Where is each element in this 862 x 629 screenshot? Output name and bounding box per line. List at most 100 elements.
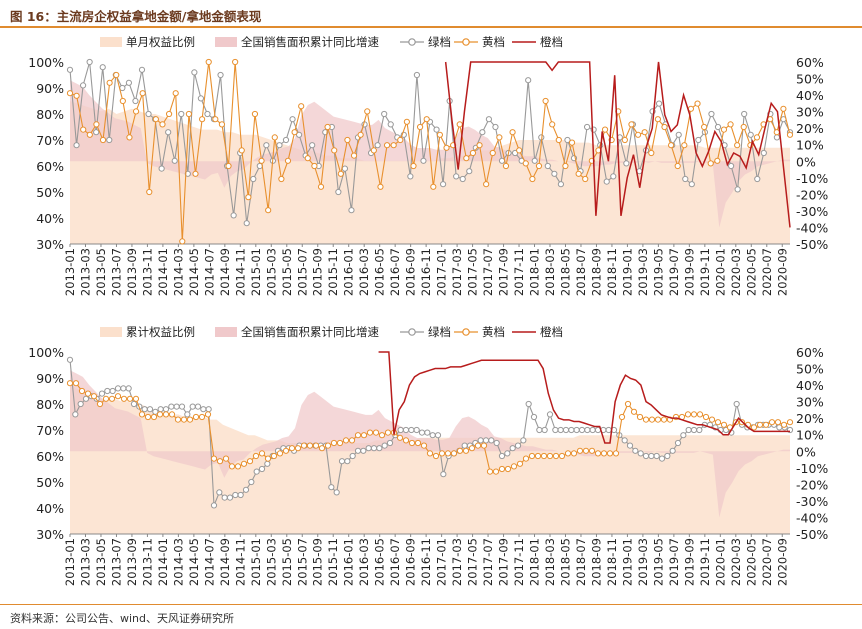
x-tick-label: 2015-09	[311, 248, 325, 296]
point-yellow	[119, 97, 126, 105]
x-tick-label: 2018-03	[543, 248, 557, 296]
y-right-tick-label: -40%	[796, 510, 828, 525]
point-green	[695, 136, 702, 144]
monthly-chart: 单月权益比例 全国销售面积累计同比增速 绿档 黄档 橙档 30% 40% 50% 60% 70% 8…	[0, 32, 862, 310]
point-yellow	[78, 387, 86, 395]
point-yellow	[489, 149, 496, 157]
y-left-tick-label: 90%	[36, 371, 64, 386]
point-yellow	[642, 416, 650, 423]
x-tick-label: 2015-05	[280, 538, 294, 586]
legend-label-1: 单月权益比例	[126, 35, 195, 49]
point-yellow	[258, 157, 265, 164]
point-green	[466, 168, 473, 175]
point-yellow	[516, 147, 523, 154]
x-tick-label: 2015-03	[264, 248, 278, 296]
point-yellow	[753, 134, 761, 141]
x-tick-label: 2019-03	[636, 248, 650, 296]
x-tick-label: 2017-05	[466, 248, 480, 296]
x-tick-label: 2019-07	[667, 538, 681, 586]
point-green	[178, 403, 186, 410]
point-green	[226, 494, 234, 501]
x-tick-label: 2017-01	[435, 538, 449, 586]
point-green	[106, 136, 113, 144]
legend-label-3: 绿档	[428, 325, 451, 339]
x-tick-label: 2020-01	[713, 538, 727, 586]
point-green	[295, 131, 303, 138]
point-yellow	[162, 411, 170, 418]
y-right-tick-label: -40%	[796, 220, 828, 235]
point-green	[402, 426, 410, 434]
point-green	[621, 437, 628, 444]
point-green	[525, 400, 532, 408]
point-yellow	[252, 452, 260, 460]
point-yellow	[238, 147, 245, 154]
point-yellow	[483, 181, 490, 188]
point-yellow	[152, 116, 159, 123]
point-yellow	[641, 129, 648, 136]
point-yellow	[432, 452, 440, 460]
x-tick-label: 2014-01	[156, 248, 170, 296]
point-yellow	[568, 139, 576, 146]
point-green	[685, 426, 692, 434]
point-yellow	[529, 175, 536, 183]
point-yellow	[509, 129, 516, 136]
x-tick-label: 2015-11	[326, 538, 340, 586]
point-yellow	[681, 142, 688, 149]
x-tick-label: 2014-05	[187, 538, 201, 586]
x-tick-label: 2016-03	[357, 538, 371, 586]
point-green	[165, 129, 172, 136]
point-yellow	[456, 447, 464, 454]
point-green	[381, 442, 388, 449]
x-tick-label: 2014-07	[202, 538, 216, 586]
x-tick-label: 2016-09	[404, 248, 418, 296]
x-tick-label: 2013-07	[109, 248, 123, 296]
point-green	[184, 170, 191, 177]
point-yellow	[570, 450, 578, 457]
point-green	[664, 452, 671, 460]
x-tick-label: 2020-01	[713, 248, 727, 296]
monthly-chart-svg: 单月权益比例 全国销售面积累计同比增速 绿档 黄档 橙档30%40%50%60%70%8…	[28, 35, 828, 296]
point-green	[258, 465, 266, 473]
point-green	[248, 478, 255, 486]
point-green	[114, 385, 122, 392]
point-yellow	[558, 452, 566, 460]
point-yellow	[294, 445, 302, 452]
point-green	[551, 170, 558, 177]
point-green	[360, 447, 367, 454]
legend-label-3: 绿档	[428, 35, 451, 49]
point-yellow	[535, 162, 543, 170]
point-yellow	[198, 413, 206, 421]
y-left-tick-label: 50%	[36, 185, 64, 200]
point-green	[230, 212, 237, 219]
point-green	[407, 173, 414, 180]
point-green	[658, 455, 666, 462]
area-equity-ratio	[70, 101, 790, 244]
point-yellow	[416, 123, 424, 131]
point-yellow	[342, 437, 350, 444]
point-green	[120, 385, 127, 392]
point-yellow	[654, 116, 661, 123]
x-tick-label: 2017-07	[481, 538, 495, 586]
x-tick-label: 2020-03	[729, 248, 743, 296]
point-green	[86, 58, 93, 66]
legend-label-5: 橙档	[540, 325, 563, 339]
point-green	[374, 142, 381, 149]
point-yellow	[426, 450, 434, 457]
point-yellow	[618, 413, 626, 421]
point-green	[485, 116, 493, 123]
y-left-tick-label: 40%	[36, 211, 64, 226]
point-green	[66, 356, 74, 363]
point-green	[349, 452, 356, 460]
point-yellow	[486, 468, 494, 475]
point-yellow	[420, 442, 428, 449]
point-green	[73, 142, 80, 149]
series-line-orange	[444, 61, 791, 228]
point-yellow	[696, 411, 704, 418]
point-yellow	[443, 144, 450, 151]
point-yellow	[168, 411, 176, 418]
legend-label-4: 黄档	[482, 325, 505, 339]
legend-label-2: 全国销售面积累计同比增速	[241, 325, 379, 339]
y-right-tick-label: 0%	[796, 444, 816, 459]
point-green	[141, 406, 148, 413]
point-green	[289, 116, 296, 123]
